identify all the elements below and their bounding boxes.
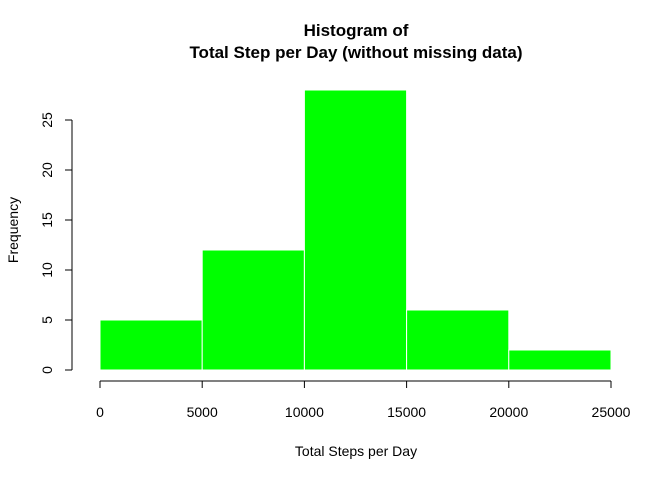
y-tick-label-0: 0 [39, 366, 55, 374]
histogram-bars [99, 89, 612, 371]
histogram-bar-2 [303, 89, 408, 371]
x-tick-label-2: 10000 [285, 404, 324, 420]
x-axis-label: Total Steps per Day [295, 443, 417, 459]
x-tick-label-0: 0 [96, 404, 104, 420]
y-tick-label-3: 15 [39, 212, 55, 228]
y-tick-label-4: 20 [39, 162, 55, 178]
x-tick-label-1: 5000 [187, 404, 218, 420]
histogram-bar-0 [99, 319, 203, 371]
histogram-bar-4 [508, 349, 612, 371]
y-tick-label-5: 25 [39, 112, 55, 128]
x-tick-label-3: 15000 [387, 404, 426, 420]
y-axis: 0 5 10 15 20 25 [39, 112, 73, 374]
y-axis-label: Frequency [5, 197, 21, 263]
y-tick-label-2: 10 [39, 262, 55, 278]
histogram-bar-1 [201, 249, 305, 371]
x-tick-label-5: 25000 [592, 404, 631, 420]
histogram-bar-3 [406, 309, 510, 371]
x-tick-label-4: 20000 [489, 404, 528, 420]
y-tick-label-1: 5 [39, 316, 55, 324]
chart-title: Histogram of [304, 21, 409, 40]
chart-subtitle: Total Step per Day (without missing data… [189, 43, 522, 62]
x-axis: 0 5000 10000 15000 20000 25000 [96, 380, 631, 420]
